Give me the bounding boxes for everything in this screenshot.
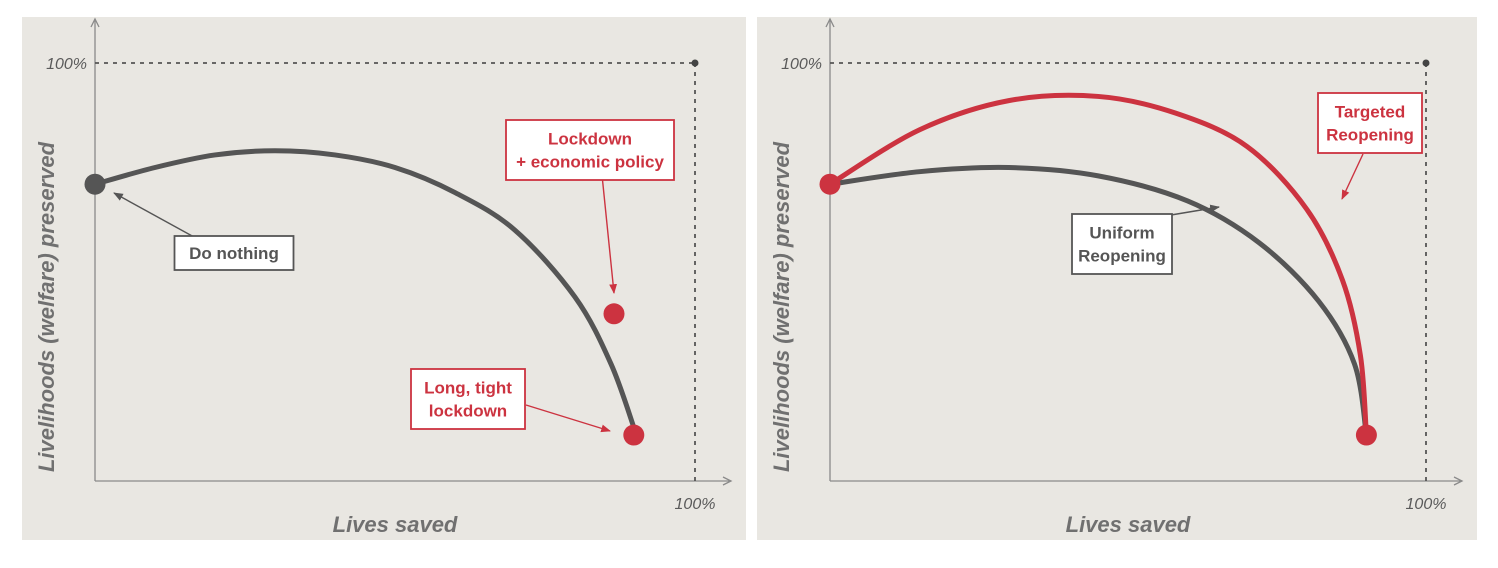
callout-box xyxy=(505,119,675,181)
chart-panel-left: 100% 100% Lives saved Livelihoods (welfare)… xyxy=(22,17,746,540)
ref-corner-dot xyxy=(691,59,699,67)
chart-right-svg: 100% 100% Lives saved Livelihoods (welfare)… xyxy=(769,17,1464,537)
callout-box xyxy=(1071,213,1173,275)
callout-arrow xyxy=(1341,153,1364,200)
callout-text: Reopening xyxy=(1326,126,1414,145)
marker-point-3 xyxy=(623,424,645,446)
callout-text: Do nothing xyxy=(189,244,279,263)
callout-text: lockdown xyxy=(429,402,507,421)
chart-panel-right: 100% 100% Lives saved Livelihoods (welfare)… xyxy=(757,17,1477,540)
callout-text: Targeted xyxy=(1335,103,1406,122)
callout-1: Uniform Reopening xyxy=(1071,204,1220,275)
callout-box xyxy=(173,235,295,271)
callout-1: Do nothing xyxy=(113,192,295,271)
y-axis-label: Livelihoods (welfare) preserved xyxy=(34,141,59,472)
callout-text: Lockdown xyxy=(548,130,632,149)
x-axis-arrow xyxy=(722,476,733,486)
x-axis-arrow xyxy=(1453,476,1464,486)
marker-point-1 xyxy=(84,173,106,195)
callout-text: + economic policy xyxy=(516,153,664,172)
callout-2: Targeted Reopening xyxy=(1317,92,1423,200)
callout-arrow xyxy=(113,192,195,238)
x-tick-label: 100% xyxy=(675,496,716,513)
series-line-1 xyxy=(92,148,638,434)
series-line-1 xyxy=(827,164,1369,438)
marker-point-2 xyxy=(603,303,625,325)
y-axis-label: Livelihoods (welfare) preserved xyxy=(769,141,794,472)
callout-text: Long, tight xyxy=(424,379,512,398)
callout-text: Uniform xyxy=(1089,224,1154,243)
y-axis-arrow xyxy=(825,17,835,28)
ref-corner-dot xyxy=(1422,59,1430,67)
x-axis-label: Lives saved xyxy=(333,512,458,537)
callout-3: Long, tight lockdown xyxy=(410,368,611,433)
marker-point-2 xyxy=(1355,424,1377,446)
callout-2: Lockdown + economic policy xyxy=(505,119,675,294)
callout-arrow xyxy=(601,174,618,294)
y-tick-label: 100% xyxy=(781,56,822,73)
callout-box xyxy=(410,368,526,430)
chart-left-svg: 100% 100% Lives saved Livelihoods (welfare)… xyxy=(34,17,733,537)
marker-point-1 xyxy=(819,173,841,195)
x-axis-label: Lives saved xyxy=(1066,512,1191,537)
callout-arrow xyxy=(525,404,611,433)
x-tick-label: 100% xyxy=(1406,496,1447,513)
callout-text: Reopening xyxy=(1078,247,1166,266)
series-line-2 xyxy=(827,92,1369,438)
callout-box xyxy=(1317,92,1423,154)
y-tick-label: 100% xyxy=(46,56,87,73)
y-axis-arrow xyxy=(90,17,100,28)
